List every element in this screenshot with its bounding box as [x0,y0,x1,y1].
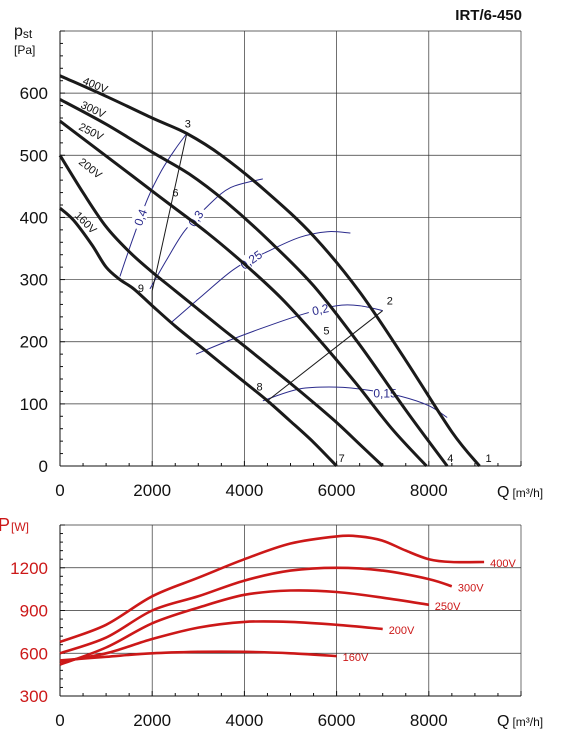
y-tick-label: 900 [20,602,48,621]
point-label: 1 [486,453,492,465]
efficiency-label: 0,2 [311,301,331,318]
y-tick-label: 600 [20,644,48,663]
y-tick-label: 1200 [10,559,48,578]
operating-line [151,133,188,291]
efficiency-line [119,133,188,277]
x-axis-label: Q [m³/h] [497,713,543,730]
efficiency-line [170,231,351,324]
point-label: 8 [257,382,263,394]
series-label: 200V [76,156,104,182]
x-tick-label: 6000 [318,711,356,730]
pressure-curve-400v [59,74,481,467]
x-tick-label: 2000 [133,481,171,500]
y-axis-label-main: p [14,23,23,40]
series-label: 400V [490,558,516,570]
x-tick-label: 8000 [410,711,448,730]
efficiency-line [195,304,383,355]
series-label: 300V [458,582,484,594]
operating-line [267,310,384,402]
y-tick-label: 600 [20,84,48,103]
series-label: 200V [389,625,415,637]
power-curve-400v [59,534,485,644]
power-curve-300v [59,566,453,655]
y-tick-label: 0 [39,457,48,476]
efficiency-line [262,386,448,418]
x-axis-label-main: Q [497,713,509,730]
y-tick-label: 200 [20,333,48,352]
y-tick-label: 100 [20,395,48,414]
x-tick-label: 0 [55,711,64,730]
x-tick-label: 0 [55,481,64,500]
y-tick-label: 300 [20,687,48,706]
efficiency-label: 0,4 [131,207,150,228]
pressure-chart: 0 2000 4000 6000 8000 0 100 200 300 400 500 600 pst [… [14,23,543,501]
point-label: 3 [185,119,191,131]
pressure-curve-250v [59,119,428,468]
pressure-curve-160v [58,206,338,468]
x-tick-label: 2000 [133,711,171,730]
efficiency-label-bg [182,204,208,232]
pressure-curve-300v [59,98,449,467]
power-curve-250v [59,589,430,666]
power-curve-160v [59,650,337,662]
x-axis-label-main: Q [497,484,509,501]
series-label: 250V [77,121,106,144]
y-axis-label: pst [14,23,33,41]
point-label: 9 [138,283,144,295]
power-curve-200v [59,620,383,664]
y-tick-label: 400 [20,208,48,227]
x-tick-label: 4000 [225,481,263,500]
efficiency-label-bg [129,203,151,231]
series-label: 160V [343,652,369,664]
x-axis-unit: [m³/h] [512,486,543,500]
y-axis-label-main: P [0,515,10,535]
x-axis-label: Q [m³/h] [497,484,543,501]
power-chart: 0 2000 4000 6000 8000 300 600 900 1200 P[W] Q [m³/h… [0,515,543,730]
y-axis-unit: [Pa] [14,43,35,57]
x-tick-label: 4000 [225,711,263,730]
point-label: 4 [447,453,453,465]
y-tick-label: 500 [20,146,48,165]
point-label: 5 [323,326,329,338]
y-axis-unit: [W] [11,520,29,534]
pressure-curve-200v [58,154,384,468]
x-tick-label: 8000 [410,481,448,500]
x-tick-label: 6000 [318,481,356,500]
point-label: 6 [172,188,178,200]
point-label: 7 [339,453,345,465]
y-axis-label-sub: st [23,27,33,41]
x-axis-unit: [m³/h] [512,715,543,729]
y-axis-label: P[W] [0,515,29,535]
point-label: 2 [387,296,393,308]
model-title: IRT/6-450 [455,7,522,24]
series-label: 250V [435,601,461,613]
y-tick-label: 300 [20,271,48,290]
